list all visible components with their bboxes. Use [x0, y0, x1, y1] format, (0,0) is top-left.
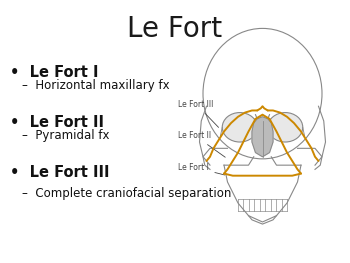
- Text: •  Le Fort II: • Le Fort II: [10, 115, 104, 130]
- Text: Le Fort I: Le Fort I: [178, 163, 225, 175]
- Text: –  Complete craniofacial separation: – Complete craniofacial separation: [22, 187, 231, 200]
- Text: •  Le Fort III: • Le Fort III: [10, 165, 110, 180]
- Text: Le Fort II: Le Fort II: [178, 131, 225, 157]
- Text: –  Pyramidal fx: – Pyramidal fx: [22, 129, 110, 142]
- Polygon shape: [252, 117, 273, 157]
- Ellipse shape: [203, 28, 322, 159]
- Ellipse shape: [268, 113, 303, 142]
- Text: Le Fort III: Le Fort III: [178, 100, 218, 127]
- Text: Le Fort: Le Fort: [127, 15, 223, 43]
- Text: •  Le Fort I: • Le Fort I: [10, 65, 98, 80]
- Ellipse shape: [222, 113, 257, 142]
- Text: –  Horizontal maxillary fx: – Horizontal maxillary fx: [22, 79, 170, 92]
